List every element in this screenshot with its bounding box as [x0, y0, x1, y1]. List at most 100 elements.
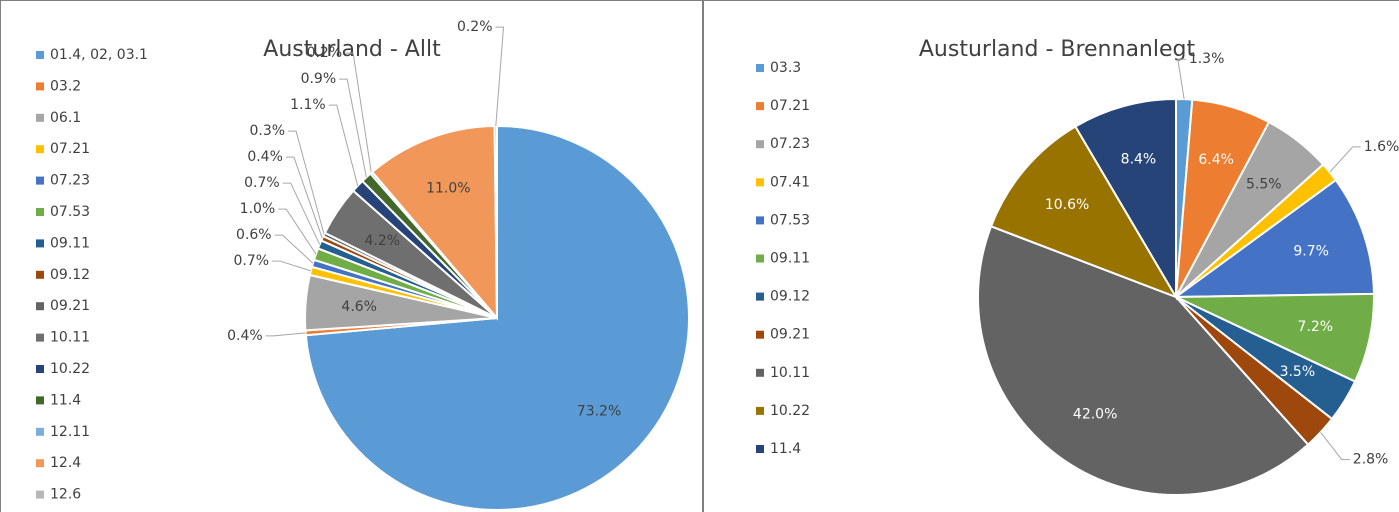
leader-line — [265, 332, 306, 337]
legend-swatch — [756, 216, 764, 225]
legend-swatch — [756, 254, 764, 263]
data-label: 6.4% — [1198, 152, 1234, 168]
data-label: 5.5% — [1246, 177, 1282, 193]
data-label: 9.7% — [1293, 244, 1329, 260]
leader-line — [278, 208, 317, 255]
data-label: 42.0% — [1073, 406, 1117, 422]
pie-slice — [370, 125, 499, 321]
data-label: 0.2% — [307, 45, 343, 61]
legend-label: 09.11 — [50, 235, 90, 251]
pie-slice — [977, 225, 1310, 496]
legend-label: 07.21 — [50, 141, 90, 157]
legend-label: 07.21 — [770, 98, 810, 114]
leader-line — [288, 130, 325, 235]
data-label: 1.0% — [240, 201, 276, 217]
chart-title: Austurland - Allt — [263, 37, 441, 62]
legend-label: 07.41 — [770, 174, 810, 190]
legend-swatch — [36, 113, 44, 122]
legend-label: 11.4 — [770, 441, 801, 457]
legend-label: 07.53 — [50, 204, 90, 220]
legend-swatch — [36, 208, 44, 216]
legend-label: 10.11 — [50, 330, 90, 346]
legend-swatch — [36, 302, 44, 311]
data-label: 0.2% — [457, 19, 493, 35]
legend-label: 10.11 — [770, 365, 810, 381]
data-label: 73.2% — [577, 403, 621, 419]
legend-label: 12.6 — [50, 487, 81, 503]
legend-label: 07.53 — [770, 212, 810, 228]
data-label: 7.2% — [1298, 319, 1334, 335]
data-label: 0.6% — [236, 227, 272, 243]
leader-line — [345, 52, 372, 173]
legend-label: 12.11 — [50, 424, 90, 440]
legend-swatch — [36, 82, 44, 91]
legend-swatch — [36, 427, 44, 436]
data-label: 11.0% — [426, 181, 470, 197]
data-label: 1.6% — [1364, 139, 1399, 155]
legend-swatch — [36, 333, 44, 342]
leader-line — [272, 260, 312, 272]
legend-swatch — [756, 102, 764, 111]
leader-line — [274, 234, 314, 264]
legend-label: 09.21 — [770, 327, 810, 343]
legend-label: 12.4 — [50, 455, 81, 471]
legend-swatch — [756, 178, 764, 187]
data-label: 4.2% — [364, 233, 400, 249]
legend-label: 03.3 — [770, 60, 801, 76]
pie-slice — [989, 125, 1179, 299]
legend-swatch — [756, 368, 764, 377]
legend-label: 07.23 — [50, 173, 90, 189]
data-label: 0.3% — [250, 123, 286, 139]
legend-label: 10.22 — [50, 361, 90, 377]
legend-swatch — [36, 490, 44, 499]
pie-slice — [1172, 178, 1375, 299]
data-label: 1.1% — [290, 97, 326, 113]
data-label: 4.6% — [341, 299, 377, 315]
legend-label: 09.12 — [50, 267, 90, 283]
data-label: 0.4% — [227, 328, 263, 344]
legend-swatch — [756, 140, 764, 149]
legend-swatch — [756, 445, 764, 453]
legend-swatch — [36, 459, 44, 468]
legend-label: 01.4, 02, 03.1 — [50, 47, 148, 63]
leader-line — [285, 156, 323, 239]
chart-title: Austurland - Brennanlegt — [919, 37, 1196, 62]
leader-line — [1320, 431, 1350, 461]
legend-swatch — [36, 365, 44, 373]
legend-swatch — [756, 330, 764, 339]
legend-label: 09.11 — [770, 251, 810, 267]
legend-swatch — [36, 51, 44, 59]
data-label: 0.9% — [301, 71, 337, 87]
leader-line — [495, 26, 505, 127]
legend-label: 11.4 — [50, 392, 81, 408]
legend-label: 03.2 — [50, 78, 81, 94]
data-label: 1.3% — [1189, 51, 1225, 67]
data-label: 2.8% — [1353, 452, 1389, 468]
leader-line — [1329, 146, 1361, 173]
leader-line — [1177, 58, 1186, 100]
data-label: 8.4% — [1121, 151, 1157, 167]
legend-swatch — [36, 270, 44, 279]
legend-label: 09.12 — [770, 289, 810, 305]
data-label: 3.5% — [1280, 364, 1316, 380]
legend-swatch — [36, 145, 44, 154]
legend-swatch — [756, 406, 764, 415]
leader-line — [339, 78, 367, 178]
legend-swatch — [756, 64, 764, 72]
legend-label: 06.1 — [50, 110, 81, 126]
leader-line — [282, 182, 321, 245]
pie-slice — [1074, 97, 1177, 301]
data-label: 10.6% — [1045, 197, 1089, 213]
data-label: 0.7% — [234, 253, 270, 269]
data-label: 0.4% — [247, 149, 283, 165]
legend-swatch — [756, 292, 764, 301]
legend-swatch — [36, 176, 44, 185]
leader-line — [328, 104, 359, 186]
data-label: 0.7% — [244, 175, 280, 191]
legend-swatch — [36, 239, 44, 248]
legend-label: 07.23 — [770, 136, 810, 152]
legend-label: 10.22 — [770, 403, 810, 419]
legend-swatch — [36, 396, 44, 405]
legend-label: 09.21 — [50, 298, 90, 314]
